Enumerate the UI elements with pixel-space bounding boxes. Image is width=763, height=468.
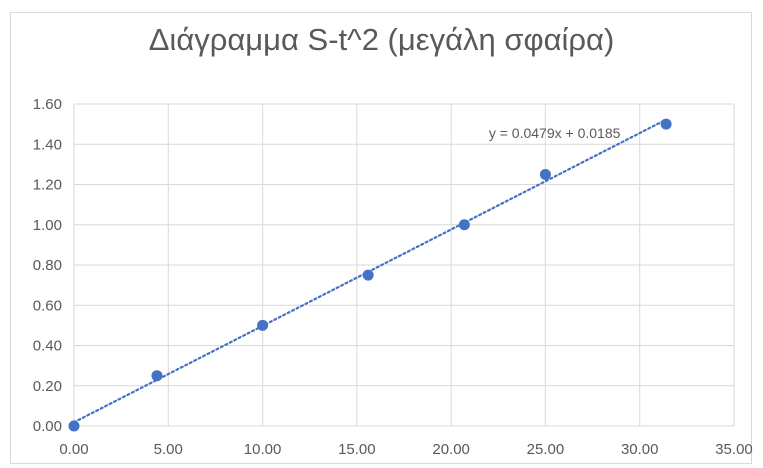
y-tick-label: 1.20 [33,177,62,194]
chart-title: Διάγραμμα S-t^2 (μεγάλη σφαίρα) [148,22,615,57]
y-tick-label: 1.00 [33,217,62,234]
data-point [458,219,470,231]
y-tick-label: 0.20 [33,378,62,395]
y-tick-label: 1.60 [33,96,62,113]
y-tick-label: 0.00 [33,418,62,435]
chart-area [10,12,752,464]
trendline-equation: y = 0.0479x + 0.0185 [489,125,621,141]
data-point [539,168,551,180]
data-point [660,118,672,130]
x-tick-label: 35.00 [715,441,753,458]
y-tick-label: 0.40 [33,338,62,355]
y-tick-label: 0.80 [33,257,62,274]
y-tick-label: 0.60 [33,297,62,314]
data-point [257,319,269,331]
x-tick-label: 25.00 [527,441,565,458]
x-tick-label: 0.00 [59,441,88,458]
x-tick-label: 15.00 [338,441,376,458]
data-point [68,420,80,432]
data-point [362,269,374,281]
x-tick-label: 5.00 [154,441,183,458]
y-tick-label: 1.40 [33,136,62,153]
x-tick-label: 30.00 [621,441,659,458]
data-point [151,370,163,382]
x-tick-label: 20.00 [432,441,470,458]
x-tick-label: 10.00 [244,441,282,458]
